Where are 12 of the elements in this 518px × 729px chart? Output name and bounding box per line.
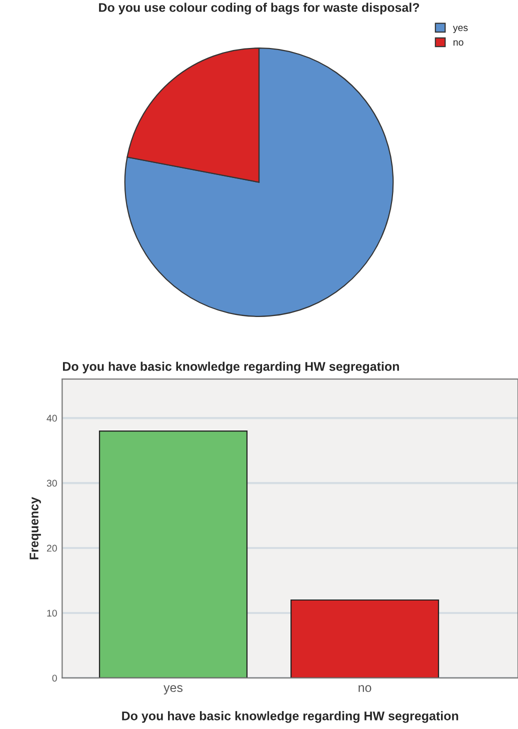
y-tick-label: 40 bbox=[46, 414, 57, 422]
y-axis-title: Frequency bbox=[30, 496, 41, 560]
legend-label: yes bbox=[452, 26, 468, 34]
chart-title: Do you use colour coding of bags for waste disposal? bbox=[99, 2, 420, 14]
chart-title: Do you have basic knowledge regarding HW segregation bbox=[62, 362, 399, 374]
legend-label: no bbox=[454, 40, 464, 46]
y-tick-label: 30 bbox=[46, 480, 57, 487]
x-axis-title: Do you have basic knowledge regarding HW segregation bbox=[122, 711, 458, 723]
y-tick-label: 0 bbox=[52, 674, 57, 682]
y-tick-label: 10 bbox=[47, 610, 57, 617]
pie-slice bbox=[124, 48, 394, 317]
y-tick-label: 20 bbox=[46, 544, 57, 552]
